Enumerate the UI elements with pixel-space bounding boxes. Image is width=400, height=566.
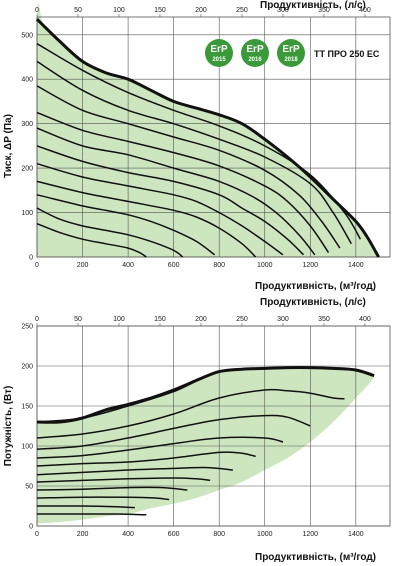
series-line-11 — [36, 513, 147, 516]
erp-badge-circle — [205, 39, 233, 67]
power-top-axis-title: Продуктивність, (л/с) — [260, 297, 366, 308]
x-tick-label: 1000 — [257, 531, 273, 538]
pressure-chart: 0 200 400 600 800 1000 1200 1400010020030040050… — [3, 0, 391, 292]
y-tick-label: 100 — [21, 210, 33, 217]
series-line-10 — [36, 207, 184, 258]
operating-area-fill — [36, 2, 379, 258]
pressure-top-axis-title: Продуктивність, (л/с) — [260, 0, 366, 11]
x2-tick-label: 150 — [154, 316, 166, 323]
erp-badge-2018: ErP 2018 — [277, 39, 305, 67]
y-tick-label: 400 — [21, 77, 33, 84]
x2-tick-label: 350 — [318, 7, 330, 14]
x-tick-label: 1400 — [348, 262, 364, 269]
x2-tick-label: 0 — [35, 7, 39, 14]
model-name: ТТ ПРО 250 ЕС — [314, 49, 380, 59]
erp-badge-year: 2015 — [212, 57, 226, 63]
erp-badge-circle — [277, 39, 305, 67]
x-tick-label: 600 — [168, 531, 180, 538]
x2-tick-label: 100 — [113, 316, 125, 323]
x-tick-label: 1200 — [303, 531, 319, 538]
series-line-9 — [36, 194, 216, 256]
series-line-3 — [36, 85, 341, 249]
y-tick-label: 250 — [21, 324, 33, 331]
x2-tick-label: 0 — [35, 316, 39, 323]
y-tick-label: 0 — [29, 524, 33, 531]
erp-badge-label: ErP — [282, 44, 300, 55]
y-tick-label: 50 — [25, 484, 33, 491]
erp-badge-2016: ErP 2016 — [241, 39, 269, 67]
series-line-5 — [36, 451, 256, 467]
x-tick-label: 400 — [122, 531, 134, 538]
x2-tick-label: 200 — [195, 7, 207, 14]
erp-badge-label: ErP — [246, 44, 264, 55]
y-tick-label: 500 — [21, 32, 33, 39]
x-tick-label: 800 — [213, 262, 225, 269]
erp-badge-2015: ErP 2015 — [205, 39, 233, 67]
x2-tick-label: 100 — [113, 7, 125, 14]
series-line-3 — [36, 414, 311, 450]
y-tick-label: 200 — [21, 166, 33, 173]
series-line-1 — [36, 43, 362, 240]
x2-tick-label: 250 — [236, 7, 248, 14]
erp-badge-year: 2016 — [248, 57, 262, 63]
pressure-y-axis-title: Тиск, ΔP (Па) — [3, 114, 14, 178]
x-tick-label: 0 — [35, 262, 39, 269]
series-line-6 — [36, 466, 233, 476]
series-line-5 — [36, 127, 316, 256]
series-line-9 — [36, 496, 170, 501]
series-line-6 — [36, 145, 305, 256]
x-tick-label: 0 — [35, 531, 39, 538]
x-tick-label: 1200 — [303, 262, 319, 269]
x-tick-label: 200 — [77, 262, 89, 269]
power-y-axis-title: Потужність, (Вт) — [3, 386, 14, 467]
series-line-1 — [36, 366, 375, 423]
series-line-7 — [36, 162, 284, 256]
erp-badges: ErP 2015 ErP 2016 ErP 2018 ТТ ПРО 250 ЕС — [205, 39, 380, 67]
x2-tick-label: 300 — [277, 7, 289, 14]
series-line-2 — [36, 60, 352, 245]
series-line-8 — [36, 486, 188, 491]
x2-tick-label: 50 — [74, 316, 82, 323]
x2-tick-label: 400 — [359, 7, 371, 14]
x2-tick-label: 150 — [154, 7, 166, 14]
x-tick-label: 600 — [168, 262, 180, 269]
x2-tick-label: 200 — [195, 316, 207, 323]
x2-tick-label: 250 — [236, 316, 248, 323]
y-tick-label: 200 — [21, 364, 33, 371]
erp-badge-label: ErP — [210, 44, 228, 55]
x-tick-label: 200 — [77, 531, 89, 538]
y-tick-label: 300 — [21, 121, 33, 128]
series-line-7 — [36, 477, 211, 483]
series-line-11 — [36, 222, 147, 258]
x-tick-label: 800 — [213, 531, 225, 538]
series-line-10 — [36, 505, 135, 509]
x2-tick-label: 50 — [74, 7, 82, 14]
power-chart: 0 200 400 600 800 1000 1200 1400050100150200250… — [3, 297, 391, 563]
series-line-4 — [36, 436, 284, 459]
x-tick-label: 1400 — [348, 531, 364, 538]
power-bottom-axis-title: Продуктивність, (м³/год) — [255, 552, 376, 563]
series-line-2 — [36, 388, 345, 439]
pressure-bottom-axis-title: Продуктивність, (м³/год) — [255, 281, 376, 292]
series-line-8 — [36, 180, 257, 258]
y-tick-label: 0 — [29, 255, 33, 262]
erp-badge-year: 2018 — [284, 57, 298, 63]
erp-badge-circle — [241, 39, 269, 67]
y-tick-label: 150 — [21, 404, 33, 411]
x2-tick-label: 300 — [277, 316, 289, 323]
x2-tick-label: 400 — [359, 316, 371, 323]
x2-tick-label: 350 — [318, 316, 330, 323]
series-line-4 — [36, 111, 330, 254]
y-tick-label: 100 — [21, 444, 33, 451]
x-tick-label: 1000 — [257, 262, 273, 269]
x-tick-label: 400 — [122, 262, 134, 269]
